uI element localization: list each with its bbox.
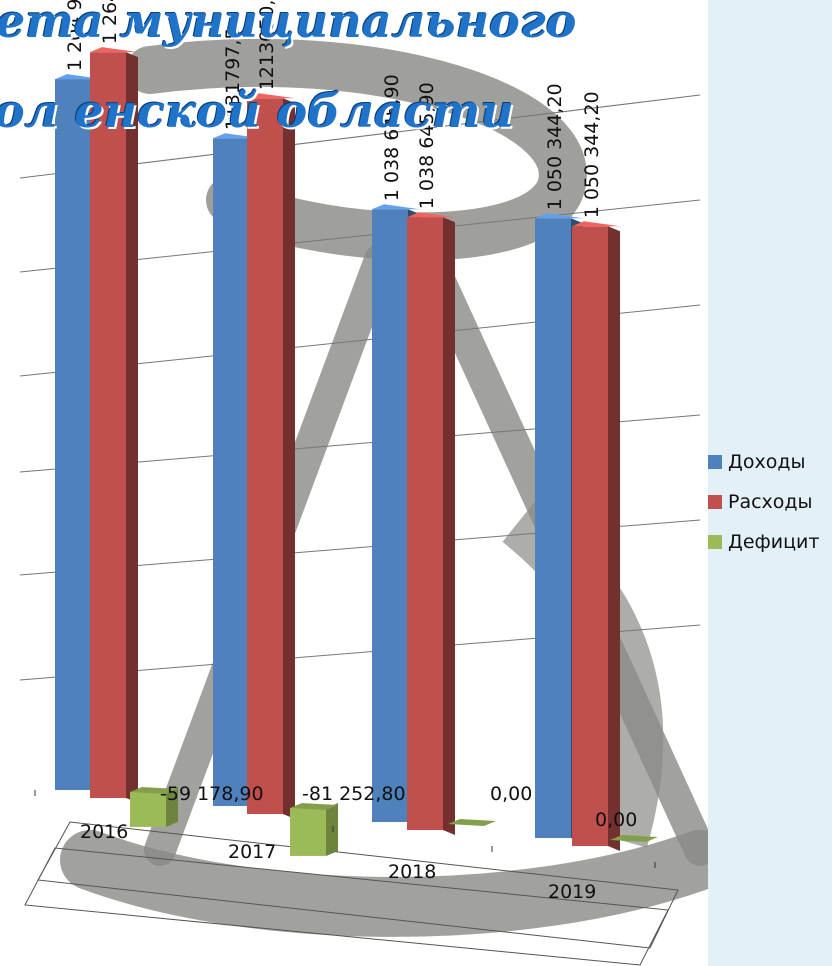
legend-label-deficit: Дефицит bbox=[728, 531, 820, 553]
deficit-value-label-2017: -81 252,80 bbox=[302, 783, 406, 805]
deficit-bar-2016 bbox=[130, 787, 178, 827]
expense-value-label-2019: 1 050 344,20 bbox=[581, 91, 603, 218]
category-label-2016: 2016 bbox=[80, 821, 128, 843]
expense-bar-2019 bbox=[572, 221, 620, 851]
income-value-label-2017: 1131797,5 bbox=[222, 27, 244, 130]
chart-floor bbox=[24, 821, 679, 966]
expense-bar-2018 bbox=[407, 212, 455, 835]
deficit-value-label-2019: 0,00 bbox=[595, 809, 637, 831]
legend-item-income: Доходы bbox=[708, 448, 819, 476]
category-axis: 2016 2017 2018 2019 bbox=[34, 790, 656, 903]
expense-bar-2016 bbox=[90, 47, 138, 803]
deficit-bar-2019 bbox=[610, 835, 658, 842]
legend-item-deficit: Дефицит bbox=[708, 528, 819, 556]
deficit-value-label-2018: 0,00 bbox=[490, 783, 532, 805]
deficit-bar-2017 bbox=[290, 803, 338, 856]
legend-item-expense: Расходы bbox=[708, 488, 819, 516]
deficit-value-label-2016: -59 178,90 bbox=[160, 783, 264, 805]
expense-value-label-2016: 1 264 107,10 bbox=[99, 0, 121, 44]
income-value-label-2019: 1 050 344,20 bbox=[544, 83, 566, 210]
income-swatch-icon bbox=[708, 455, 722, 469]
legend-label-income: Доходы bbox=[728, 451, 806, 473]
deficit-bar-2018 bbox=[448, 819, 496, 826]
income-value-label-2018: 1 038 645,90 bbox=[381, 74, 403, 201]
expense-value-label-2018: 1 038 645,90 bbox=[416, 82, 438, 209]
expense-value-label-2017: 1213050,3 bbox=[256, 0, 278, 90]
legend-label-expense: Расходы bbox=[728, 491, 813, 513]
expense-swatch-icon bbox=[708, 495, 722, 509]
category-label-2019: 2019 bbox=[548, 881, 596, 903]
side-panel bbox=[708, 0, 832, 966]
data-labels: 1 204 928,20 1 264 107,10 -59 178,90 113179… bbox=[64, 0, 637, 831]
page-title-line-2: ол енской области bbox=[0, 84, 514, 138]
deficit-swatch-icon bbox=[708, 535, 722, 549]
income-value-label-2016: 1 204 928,20 bbox=[64, 0, 86, 71]
category-label-2018: 2018 bbox=[388, 861, 436, 883]
page-title-line-1: ета муниципального bbox=[0, 0, 577, 48]
bars bbox=[55, 47, 658, 856]
category-label-2017: 2017 bbox=[228, 841, 276, 863]
legend: Доходы Расходы Дефицит bbox=[708, 448, 819, 568]
expense-bar-2017 bbox=[247, 93, 295, 820]
